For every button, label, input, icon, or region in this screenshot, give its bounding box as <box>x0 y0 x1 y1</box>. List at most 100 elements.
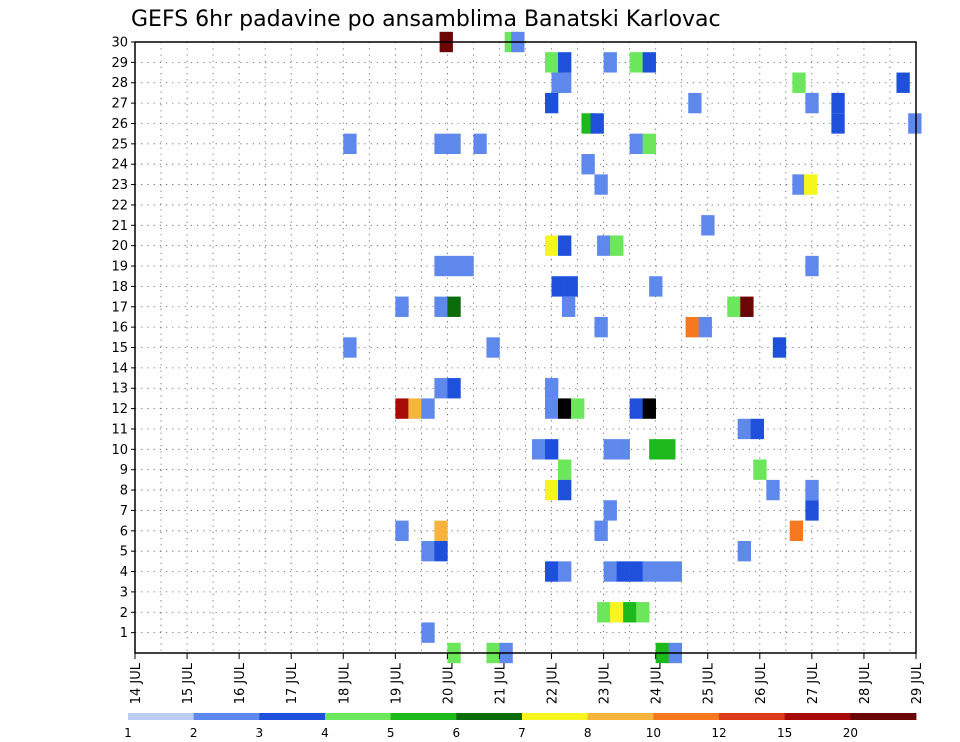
precip-cell <box>597 235 611 256</box>
x-tick-label: 25 JUL <box>702 662 717 704</box>
colorbar-label: 15 <box>777 726 792 740</box>
y-tick-label: 5 <box>120 545 128 560</box>
precip-cell <box>558 72 572 93</box>
precip-cell <box>688 92 702 114</box>
precip-cell <box>473 133 487 155</box>
y-tick-label: 1 <box>120 626 128 641</box>
precip-cell <box>594 316 608 338</box>
colorbar-legend: 1 2 3 4 5 6 7 8 10 12 15 20 <box>124 713 917 740</box>
precip-cell <box>564 276 578 297</box>
colorbar-swatch <box>719 713 786 720</box>
y-tick-label: 22 <box>111 198 128 213</box>
y-tick-label: 28 <box>111 76 128 91</box>
precip-cell <box>581 154 595 175</box>
y-tick-label: 18 <box>111 280 128 295</box>
precip-cell <box>447 133 461 155</box>
colorbar-label: 12 <box>711 726 726 740</box>
colorbar-swatch <box>653 713 720 720</box>
y-tick-label: 9 <box>120 463 128 478</box>
colorbar-label: 10 <box>646 726 661 740</box>
x-tick-label: 14 JUL <box>129 662 144 704</box>
precip-cell <box>636 602 650 623</box>
precip-cell <box>545 52 559 73</box>
precip-cell <box>629 52 643 73</box>
colorbar-label: 1 <box>124 726 132 740</box>
precip-cell <box>792 174 806 195</box>
member-precip-cells <box>343 31 922 664</box>
x-tick-label: 18 JUL <box>337 662 352 704</box>
y-tick-label: 12 <box>111 402 128 417</box>
precip-cell <box>545 479 559 501</box>
x-tick-label: 21 JUL <box>493 662 508 704</box>
precip-cell <box>616 561 630 582</box>
precip-cell <box>831 92 845 114</box>
precip-cell <box>610 235 624 256</box>
precip-cell <box>447 296 461 317</box>
precip-cell <box>896 72 910 93</box>
precip-cell <box>642 398 656 419</box>
precip-cell <box>649 439 663 460</box>
precip-cell <box>908 113 922 134</box>
precip-cell <box>571 398 585 419</box>
colorbar-label: 20 <box>843 726 858 740</box>
precip-cell <box>792 72 806 93</box>
y-tick-label: 15 <box>111 341 128 356</box>
precip-cell <box>590 113 604 134</box>
precip-cell <box>727 296 741 317</box>
y-axis-ticks: 1234567891011121314151617181920212223242… <box>111 36 135 641</box>
y-tick-label: 7 <box>120 504 128 519</box>
precip-cell <box>766 479 780 501</box>
y-tick-label: 26 <box>111 117 128 132</box>
precip-cell <box>789 520 804 541</box>
precip-cell <box>421 540 435 562</box>
precip-cell <box>772 337 787 358</box>
precip-cell <box>434 540 448 562</box>
y-tick-label: 19 <box>111 260 128 275</box>
precip-cell <box>629 398 643 419</box>
x-tick-label: 22 JUL <box>546 662 561 704</box>
precip-cell <box>434 520 448 541</box>
precip-cell <box>603 439 617 460</box>
x-tick-label: 15 JUL <box>181 662 196 704</box>
precip-cell <box>545 92 559 114</box>
y-tick-label: 17 <box>111 300 128 315</box>
precip-cell <box>434 255 448 277</box>
precip-cell <box>545 561 559 582</box>
precip-cell <box>434 378 448 399</box>
y-tick-label: 14 <box>111 361 128 376</box>
precip-cell <box>421 398 435 419</box>
precip-cell <box>343 337 357 358</box>
precip-cell <box>447 378 461 399</box>
precip-cell <box>408 398 422 419</box>
precip-cell <box>545 235 559 256</box>
x-tick-label: 29 JUL <box>910 662 925 704</box>
precip-cell <box>737 418 751 440</box>
x-tick-label: 20 JUL <box>441 662 456 704</box>
y-tick-label: 2 <box>120 606 128 621</box>
colorbar-label: 2 <box>190 726 198 740</box>
colorbar-label: 6 <box>453 726 461 740</box>
precip-cell <box>685 316 699 338</box>
precip-cell <box>558 479 572 501</box>
precip-cell <box>805 500 819 521</box>
colorbar-swatch <box>456 713 523 720</box>
precip-cell <box>558 398 572 419</box>
precip-cell <box>434 296 448 317</box>
precip-cell <box>805 479 819 501</box>
colorbar-swatch <box>784 713 851 720</box>
precip-cell <box>649 276 663 297</box>
precip-cell <box>753 459 767 480</box>
precip-cell <box>642 133 656 155</box>
precip-cell <box>395 398 409 419</box>
precip-cell <box>698 316 712 338</box>
precip-cell <box>805 255 819 277</box>
precip-cell <box>662 439 676 460</box>
precip-cell <box>642 561 656 582</box>
precip-cell <box>395 520 409 541</box>
colorbar-swatch <box>193 713 260 720</box>
precip-cell <box>558 52 572 73</box>
precip-cell <box>597 602 611 623</box>
x-tick-label: 19 JUL <box>389 662 404 704</box>
precip-cell <box>701 215 715 236</box>
y-tick-label: 24 <box>111 158 128 173</box>
